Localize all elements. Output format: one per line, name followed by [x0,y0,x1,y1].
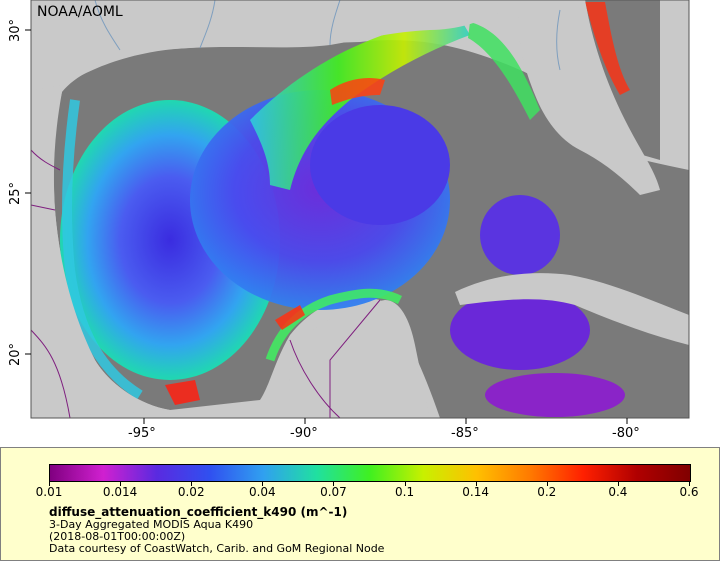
campeche-hot [165,380,200,405]
colorbar-tick [49,481,50,486]
northern-shelf [250,18,470,190]
legend-line2: (2018-08-01T00:00:00Z) [49,530,186,543]
lat-label-30: 30° [8,18,23,42]
lon-label-85: -85° [451,426,479,441]
florida-land [518,0,660,195]
colorbar-tick [262,481,264,486]
colorbar-tick [191,481,193,486]
x-ticks [143,418,628,424]
colorbar [49,464,691,482]
colorbar-tick [120,481,122,486]
south-carib [485,373,625,417]
yucatan-land [289,300,430,418]
colorbar-tick-label: 0.02 [177,485,205,499]
y-ticks [25,29,31,355]
colorbar-tick-label: 0.6 [679,485,699,499]
colorbar-tick-label: 0.014 [102,485,138,499]
colorbar-tick-label: 0.1 [395,485,415,499]
colorbar-tick-label: 0.4 [608,485,628,499]
legend-panel: diffuse_attenuation_coefficient_k490 (m^… [0,447,720,561]
bahamas-patch [480,195,560,275]
colorbar-tick-label: 0.07 [320,485,347,499]
lon-label-90: -90° [290,426,318,441]
colorbar-tick-label: 0.04 [248,485,276,499]
rivers [94,0,561,71]
colorbar-tick [404,481,406,486]
yucatan-hot [275,305,305,330]
lat-label-20: 20° [8,342,23,366]
colorbar-tick-label: 0.14 [462,485,490,499]
colorbar-tick-label: 0.01 [35,485,63,499]
cuba-land [455,273,689,345]
colorbar-tick [546,481,548,486]
west-coast-band [62,99,143,400]
legend-line1: 3-Day Aggregated MODIS Aqua K490 [49,518,254,531]
us-coast-land [31,0,520,90]
political-borders [30,149,381,419]
k490-map [25,0,690,424]
colorbar-tick [617,481,619,486]
colorbar-tick-label: 0.2 [537,485,557,499]
credit-label: NOAA/AOML [37,4,123,20]
map-frame [30,0,690,419]
colorbar-tick [689,481,690,486]
colorbar-tick [475,481,477,486]
legend-title: diffuse_attenuation_coefficient_k490 (m^… [49,505,348,519]
florida-shelf [468,22,540,120]
mexico-land [31,90,170,418]
lat-label-25: 25° [8,181,23,205]
lon-label-95: -95° [128,426,156,441]
mississippi-plume [330,78,385,105]
legend-line3: Data courtesy of CoastWatch, Carib. and … [49,542,385,555]
caribbean-patch [450,290,590,370]
yucatan-shelf [265,288,403,362]
lon-label-80: -80° [612,426,640,441]
eastern-loop [310,105,450,225]
colorbar-tick [333,481,335,486]
atlantic-coast [585,2,630,95]
